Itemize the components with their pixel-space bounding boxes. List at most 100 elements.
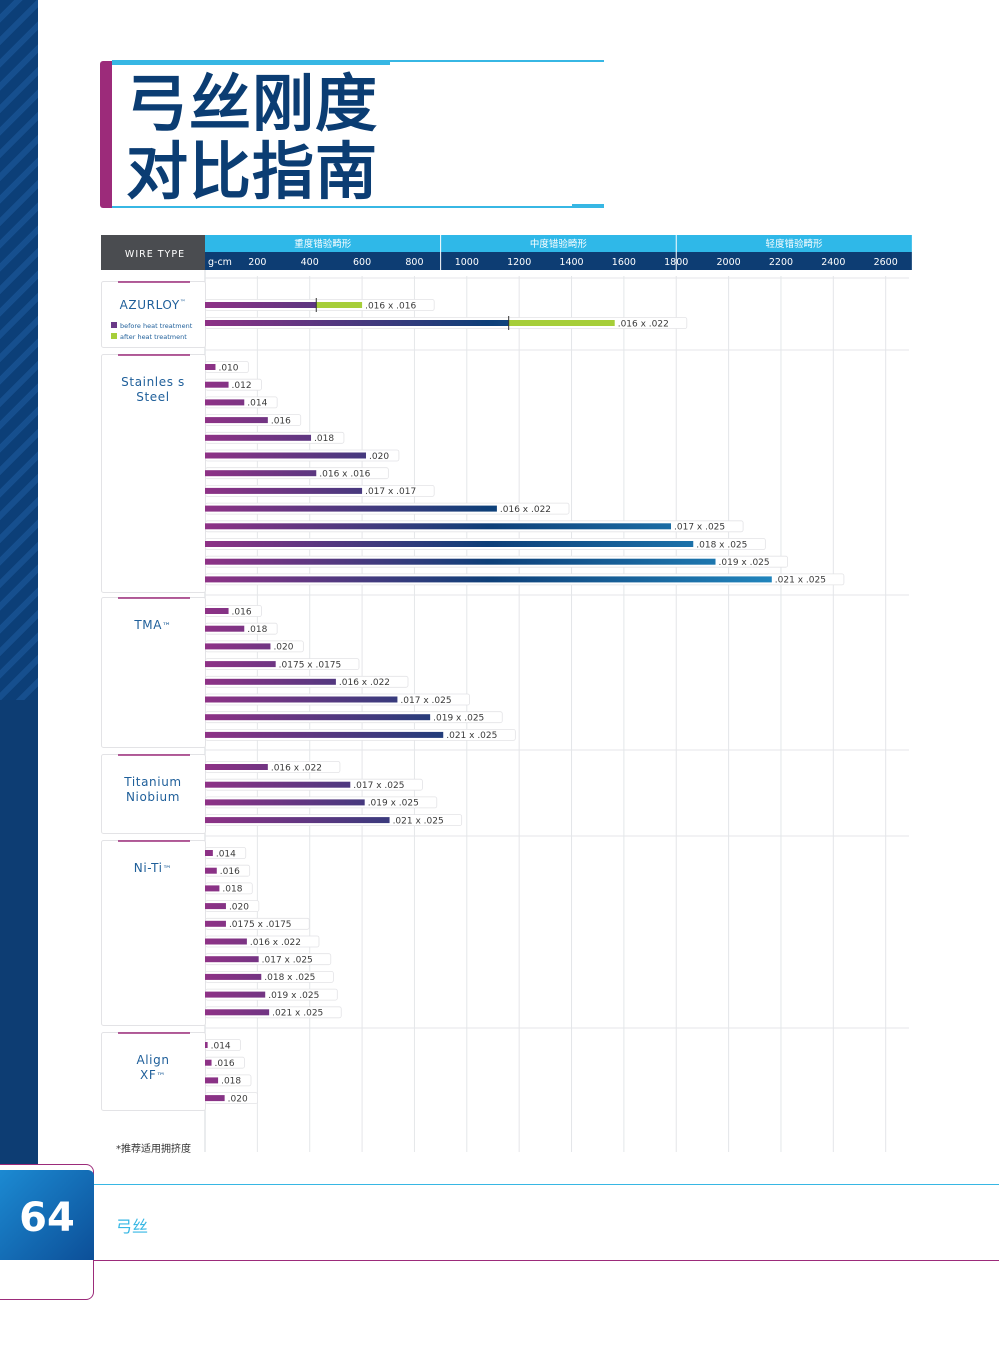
bar-label: .016 x .016 [365,301,416,311]
footer-rule-top [94,1184,999,1185]
bar-label: .020 [228,1094,248,1104]
bar [205,487,363,494]
bar-label: .021 x .025 [272,1009,323,1019]
bar-after-heat [316,302,363,308]
band-label: 中度错验畸形 [530,238,588,250]
bar-label: .019 x .025 [719,558,770,568]
scale-tick-label: 200 [248,257,266,268]
bar [205,850,213,856]
bar [205,434,312,441]
bar [205,1095,225,1102]
bar-after-heat [508,320,615,326]
bar-label: .021 x .025 [446,731,497,741]
bar [205,1009,270,1016]
bar-label: .016 [215,1059,235,1069]
wire-type-name: Niobium [126,790,180,804]
bar [205,558,716,565]
wire-type-name: TMA™ [133,618,171,632]
bar-label: .014 [247,399,267,409]
bar [205,364,216,370]
bar-label: .018 [222,885,242,895]
bar-label: .010 [218,363,238,373]
page-number-box [0,1170,94,1260]
scale-tick-label: 2600 [874,257,898,268]
wire-type-name: XF™ [140,1068,166,1082]
scale-tick-label: 600 [353,257,371,268]
bar [205,608,229,614]
wire-type-name: Titanium [123,775,181,789]
bar [205,417,268,424]
bar [205,399,245,406]
band-label: 重度错验畸形 [294,238,352,250]
bar [205,452,367,459]
bar-label: .016 x .022 [500,505,551,515]
bar [205,781,351,788]
wire-type-name: AZURLOY™ [120,298,187,312]
bar-label: .019 x .025 [268,991,319,1001]
bar [205,643,271,650]
bar [205,973,262,980]
bar-label: .016 [232,607,252,617]
scale-tick-label: 2000 [717,257,741,268]
footer-rule-bottom [94,1260,999,1261]
band-header-scale [205,252,912,270]
bar [205,885,220,892]
bar-label: .018 [221,1077,241,1087]
bar-label: .016 [220,867,240,877]
legend-swatch [111,322,117,328]
wire-type-name: Steel [136,390,169,404]
footer-section-name: 弓丝 [116,1217,149,1236]
bar-label: .018 [314,434,334,444]
bar-label: .018 x .025 [264,973,315,983]
bar [205,938,247,945]
bar-label: .020 [229,902,249,912]
scale-tick-label: 1000 [455,257,479,268]
scale-tick-label: 400 [301,257,319,268]
bar [205,505,497,512]
scale-tick-label: 2400 [821,257,845,268]
bar-label: .019 x .025 [433,714,484,724]
bar-label: .016 x .022 [339,678,390,688]
title-rule-bottom [112,206,604,208]
legend-label: after heat treatment [120,333,187,341]
bar-label: .0175 x .0175 [279,660,342,670]
title-accent-bar [100,61,112,208]
bar-label: .016 x .022 [271,763,322,773]
title-rule-top-accent [112,60,390,65]
bar [205,991,266,998]
scale-unit-label: g-cm [208,257,232,268]
bar [205,731,444,738]
bar-label: .021 x .025 [775,576,826,586]
bar [205,661,276,668]
page-number: 64 [19,1195,75,1241]
bar-label: .018 x .025 [696,540,747,550]
bar [205,1059,212,1066]
bar [205,625,245,632]
wire-type-header [101,235,205,270]
bar-label: .017 x .017 [365,487,416,497]
wire-stiffness-chart: WIRE TYPE 重度错验畸形 中度错验畸形 轻度错验畸形 g-cm 200 400 600… [101,235,912,1152]
bar-label: .014 [216,849,236,859]
scale-tick-label: 1200 [507,257,531,268]
bar-label: .018 [247,625,267,635]
footnote: *推荐适用拥挤度 [116,1144,191,1155]
bar-before-heat [205,302,317,308]
band-header-top [205,235,912,252]
bar-label: .021 x .025 [393,816,444,826]
bar [205,541,694,547]
bar-label: .0175 x .0175 [229,920,292,930]
bar-label: .016 x .016 [319,470,370,480]
wire-type-name: Stainles s [121,375,185,389]
bar [205,817,390,824]
scale-tick-label: 1400 [559,257,583,268]
bar-label: .017 x .025 [353,781,404,791]
title-rule-bottom-accent [572,204,604,208]
bar [205,470,317,477]
bar [205,1042,208,1048]
bar [205,920,226,927]
bar-label: .020 [369,452,389,462]
bar [205,867,217,874]
bar-label: .020 [273,643,293,653]
bar [205,696,398,703]
bar-label: .017 x .025 [400,696,451,706]
